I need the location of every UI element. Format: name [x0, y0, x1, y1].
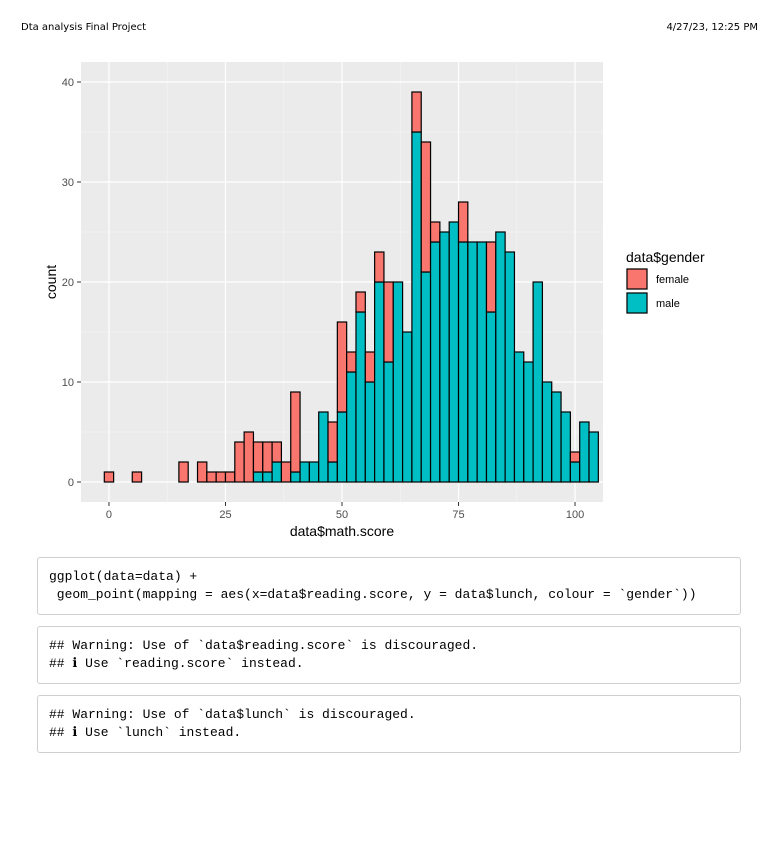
y-axis-ticks: 0 10 20 30 40 [62, 77, 81, 489]
legend-label-female: female [656, 274, 689, 286]
code-line: ggplot(data=data) + [49, 569, 198, 584]
bar-female [234, 441, 245, 483]
x-tick-label: 0 [106, 509, 112, 521]
bar-female [374, 251, 385, 283]
bar-male [560, 411, 571, 483]
bar-male [476, 241, 488, 483]
bar-female [420, 141, 432, 273]
info-line: ## ℹ Use `reading.score` instead. [49, 656, 304, 671]
bar-male [318, 411, 329, 483]
bar-male [532, 281, 544, 483]
bar-male [467, 241, 478, 483]
bar-male [439, 231, 450, 483]
bar-male [252, 471, 264, 483]
bar-female [262, 441, 273, 473]
x-tick-label: 25 [219, 509, 231, 521]
bar-male [355, 311, 366, 483]
bar-male [588, 431, 599, 483]
legend-title: data$gender [626, 249, 705, 265]
y-tick-label: 40 [62, 77, 74, 89]
bar-male [299, 461, 310, 483]
bar-female [103, 471, 115, 483]
bar-male [290, 471, 301, 483]
bar-female [411, 91, 422, 133]
y-tick-label: 10 [62, 377, 74, 389]
bar-male [346, 371, 357, 483]
code-line: geom_point(mapping = aes(x=data$reading.… [49, 587, 697, 602]
bar-female [355, 291, 366, 313]
bar-female [336, 321, 348, 413]
y-tick-label: 20 [62, 277, 74, 289]
legend-swatch-female [626, 268, 648, 290]
bar-male [569, 461, 581, 483]
bar-male [551, 391, 562, 483]
bar-male [504, 251, 516, 483]
x-axis-ticks: 0 25 50 75 100 [106, 502, 584, 521]
x-tick-label: 75 [452, 509, 464, 521]
bar-female [364, 351, 376, 383]
bar-female [196, 461, 208, 483]
x-tick-label: 100 [566, 509, 584, 521]
bar-female [290, 391, 301, 473]
bar-male [392, 281, 404, 483]
bar-male [448, 221, 460, 483]
warning-output-lunch: ## Warning: Use of `data$lunch` is disco… [37, 695, 741, 753]
warning-output-reading-score: ## Warning: Use of `data$reading.score` … [37, 626, 741, 684]
bar-male [541, 381, 553, 483]
bar-female [271, 441, 283, 463]
bar-female [178, 461, 189, 483]
bar-male [336, 411, 348, 483]
bar-male [383, 361, 394, 483]
bar-female [252, 441, 264, 473]
bar-female [243, 431, 255, 483]
bar-male [401, 331, 413, 483]
bar-female [346, 351, 357, 373]
page-header-title: Dta analysis Final Project [21, 22, 147, 33]
y-axis-label: count [43, 265, 59, 299]
bar-male [523, 361, 534, 483]
bar-male [457, 241, 469, 483]
bar-male [485, 311, 497, 483]
bar-male [364, 381, 376, 483]
bar-female [383, 281, 394, 363]
code-chunk: ggplot(data=data) + geom_point(mapping =… [37, 557, 741, 615]
bar-female [485, 241, 497, 313]
bar-male [513, 351, 525, 483]
bar-male [271, 461, 283, 483]
x-tick-label: 50 [336, 509, 348, 521]
bar-female [215, 471, 227, 483]
bar-male [411, 131, 422, 483]
bar-male [374, 281, 385, 483]
warning-line: ## Warning: Use of `data$reading.score` … [49, 638, 479, 653]
bar-female [569, 451, 581, 463]
y-tick-label: 0 [68, 477, 74, 489]
y-tick-label: 30 [62, 177, 74, 189]
legend: data$gender female male [626, 249, 705, 314]
histogram-chart: 0 25 50 75 100 0 10 20 30 40 data$math.score cou… [43, 62, 705, 539]
bar-male [420, 271, 432, 483]
bars [103, 91, 599, 483]
bar-female [206, 471, 217, 483]
page-header-date: 4/27/23, 12:25 PM [666, 22, 758, 33]
bar-female [457, 201, 469, 243]
bar-female [131, 471, 143, 483]
bar-male [308, 461, 320, 483]
bar-male [495, 231, 506, 483]
legend-label-male: male [656, 298, 680, 310]
bar-female [327, 421, 338, 463]
bar-female [224, 471, 236, 483]
x-axis-label: data$math.score [290, 523, 394, 539]
bar-male [579, 421, 590, 483]
bar-female [280, 461, 292, 483]
warning-line: ## Warning: Use of `data$lunch` is disco… [49, 707, 416, 722]
bar-male [429, 241, 441, 483]
bar-female [429, 221, 441, 243]
info-line: ## ℹ Use `lunch` instead. [49, 725, 242, 740]
bar-male [327, 461, 338, 483]
legend-swatch-male [626, 292, 648, 314]
bar-male [262, 471, 273, 483]
